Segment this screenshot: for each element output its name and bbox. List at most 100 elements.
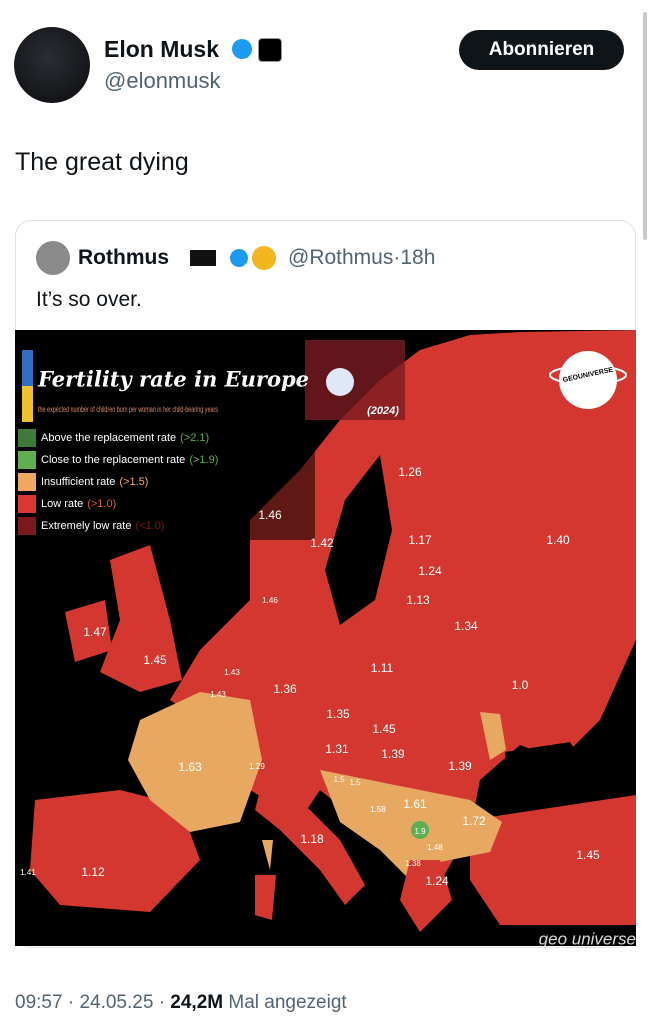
verified-badge (232, 39, 252, 59)
map-label: 1.35 (326, 707, 350, 721)
legend-swatch (18, 429, 36, 447)
icon-pill (326, 368, 354, 396)
map-label: 1.31 (325, 742, 349, 756)
sea (505, 742, 600, 812)
quote-text: It’s so over. (36, 288, 142, 311)
legend-rate: (<1.0) (135, 520, 164, 532)
map-label: 1.18 (300, 832, 324, 846)
author-handle[interactable]: @elonmusk (104, 68, 221, 93)
quote-avatar[interactable] (36, 241, 70, 275)
map-labels: 1.46 1.42 1.26 1.17 1.40 1.24 1.13 1.34 1.47 1.45… (20, 465, 600, 888)
land (470, 795, 636, 925)
map-label: 1.48 (427, 843, 443, 852)
land-greece (400, 860, 452, 932)
legend-rate: (>1.0) (87, 498, 116, 510)
sea (325, 455, 392, 625)
land (65, 600, 112, 662)
legend-text: Close to the replacement rate (41, 454, 185, 466)
map-label: 1.43 (210, 690, 226, 699)
map-title: Fertility rate in Europe (37, 367, 309, 392)
quote-time[interactable]: 18h (400, 246, 436, 269)
map-label: 1.0 (512, 678, 529, 692)
tweet-text: The great dying (15, 148, 189, 176)
legend-rate: (>1.9) (189, 454, 218, 466)
map-label: 1.12 (81, 865, 105, 879)
footer: 09:57 · 24.05.25 · 24,2M Mal angezeigt (15, 992, 347, 1014)
map-label: 1.46 (258, 508, 282, 522)
legend-rate: (>1.5) (119, 476, 148, 488)
flag-yellow (22, 386, 33, 422)
map-label: 1.5 (333, 775, 345, 784)
map-label: 1.63 (178, 760, 202, 774)
avatar[interactable] (14, 27, 90, 103)
post-time[interactable]: 09:57 (15, 992, 63, 1013)
legend-item: Extremely low rate (<1.0) (41, 520, 165, 532)
map-label: 1.45 (143, 653, 167, 667)
legend-text: Above the replacement rate (41, 432, 176, 444)
logo-ring (549, 365, 627, 385)
legend: Above the replacement rate (>2.1) Close to… (18, 429, 218, 535)
map-label: 1.43 (224, 668, 240, 677)
map-subtitle: the expected number of children born per… (38, 405, 218, 414)
follow-button[interactable]: Abonnieren (459, 30, 624, 70)
map-label: 1.38 (405, 859, 421, 868)
map-label: 1.45 (372, 722, 396, 736)
map-image[interactable]: Fertility rate in Europe the expected nu… (15, 330, 636, 946)
map-label: 1.47 (83, 625, 107, 639)
land-balkans (320, 770, 502, 880)
map-label: 1.46 (262, 596, 278, 605)
watermark: geo universe (539, 929, 636, 946)
quote-handle[interactable]: @Rothmus (288, 246, 394, 269)
legend-text: Extremely low rate (41, 520, 131, 532)
map-label: 1.11 (371, 661, 394, 675)
map-label: 1.13 (406, 593, 430, 607)
views-label: Mal angezeigt (228, 992, 347, 1013)
map-label: 1.72 (462, 814, 486, 828)
map-label: 1.24 (425, 874, 449, 888)
map-label: 1.39 (381, 747, 405, 761)
legend-rate: (>2.1) (180, 432, 209, 444)
post-date[interactable]: 24.05.25 (79, 992, 154, 1013)
map-label: 1.58 (370, 805, 386, 814)
legend-item: Above the replacement rate (>2.1) (41, 432, 209, 444)
legend-text: Low rate (41, 498, 83, 510)
map-label: 1.61 (403, 797, 427, 811)
land (170, 330, 636, 900)
map-label: 1.45 (576, 848, 600, 862)
separator: · (67, 992, 75, 1013)
scrollbar (643, 12, 647, 240)
legend-item: Insufficient rate (>1.5) (41, 476, 148, 488)
title-band (305, 340, 405, 420)
quote-meta: @Rothmus·18h (288, 246, 435, 270)
map-year: (2024) (367, 405, 399, 417)
x-badge (258, 38, 282, 62)
separator: · (158, 992, 166, 1013)
land-moldova (480, 712, 506, 760)
map-label: 1.36 (273, 682, 297, 696)
map-label: 1.24 (418, 564, 442, 578)
map-label: 1.34 (454, 619, 478, 633)
land-sardinia (255, 875, 276, 920)
verified-badge (230, 249, 248, 267)
separator: · (393, 246, 401, 269)
legend-panel (15, 340, 315, 540)
flag-icon (190, 250, 216, 266)
author-name[interactable]: Elon Musk (104, 36, 220, 62)
logo (559, 351, 617, 409)
land-corsica (262, 840, 273, 870)
map-label: 1.40 (546, 533, 570, 547)
land (100, 545, 182, 692)
legend-swatch (18, 451, 36, 469)
land-france (128, 692, 262, 832)
land (30, 790, 200, 912)
legend-item: Close to the replacement rate (>1.9) (41, 454, 218, 466)
legend-text: Insufficient rate (41, 476, 115, 488)
legend-swatch (18, 495, 36, 513)
legend-item: Low rate (>1.0) (41, 498, 116, 510)
map-label: 1.26 (398, 465, 422, 479)
quote-name[interactable]: Rothmus (78, 246, 169, 269)
land-kosovo (411, 821, 429, 839)
land (255, 790, 365, 905)
map-label: 1.39 (448, 759, 472, 773)
